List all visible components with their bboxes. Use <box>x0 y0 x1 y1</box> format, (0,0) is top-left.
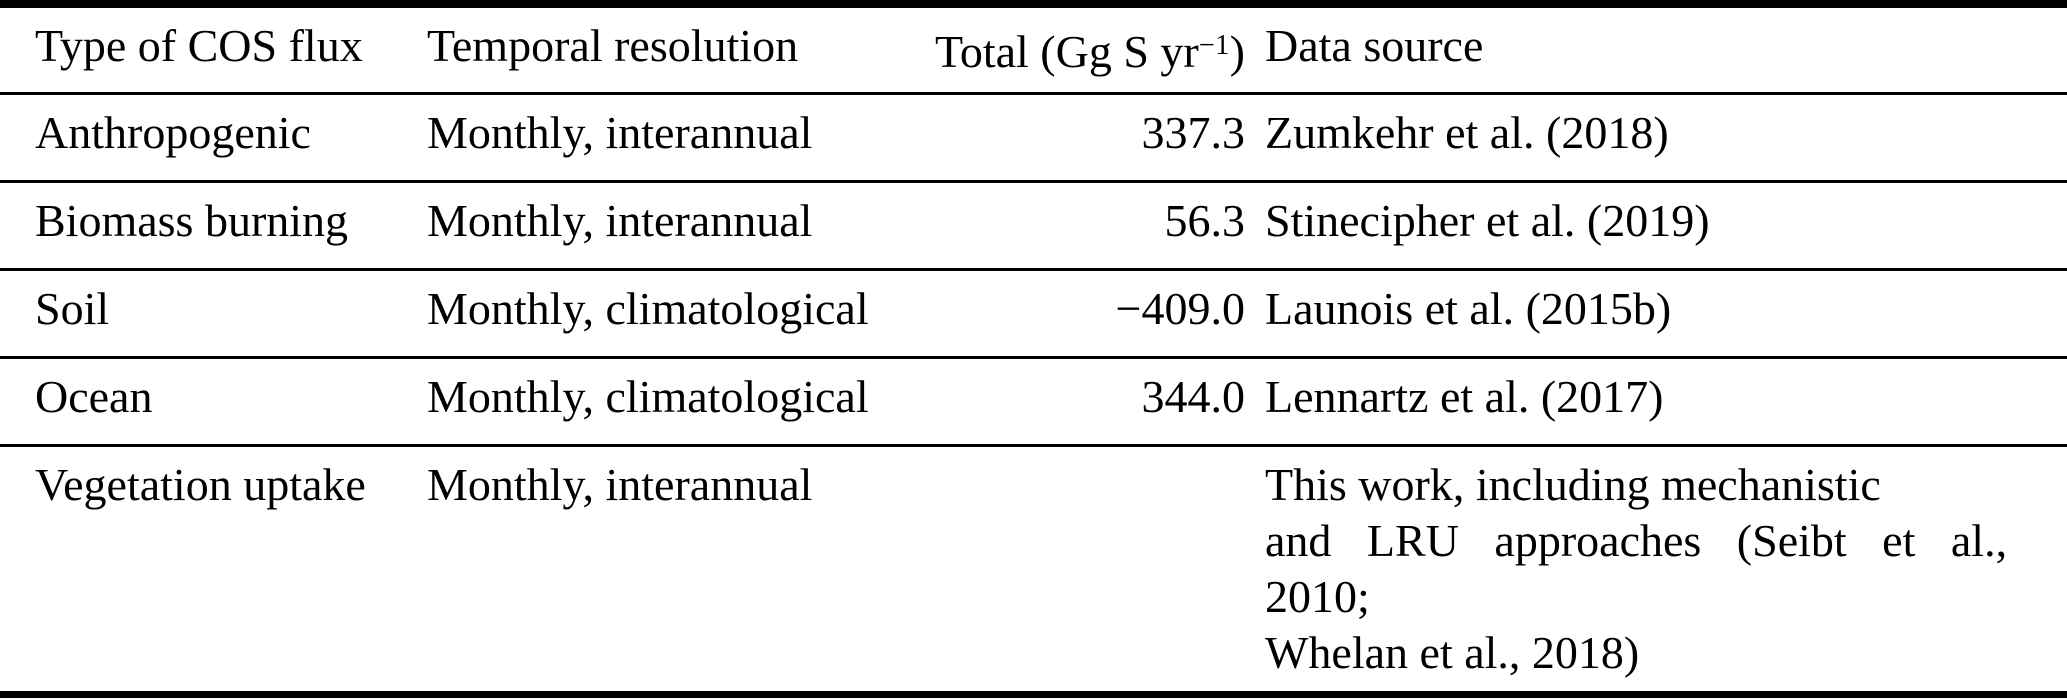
data-source-line: Whelan et al., 2018) <box>1265 627 1640 678</box>
temporal-resolution-cell: Monthly, interannual <box>427 107 813 158</box>
flux-type-cell: Biomass burning <box>35 195 349 246</box>
total-value-cell: 337.3 <box>1141 107 1246 158</box>
header-row: Type of COS flux Temporal resolution Tot… <box>0 4 2067 94</box>
flux-type-cell: Vegetation uptake <box>35 459 366 510</box>
column-header-data-source: Data source <box>1265 20 1484 71</box>
table-row-soil: Soil Monthly, climatological −409.0 Laun… <box>0 270 2067 358</box>
total-value-cell: 56.3 <box>1164 195 1246 246</box>
temporal-resolution-cell: Monthly, climatological <box>427 283 869 334</box>
column-header-flux-type: Type of COS flux <box>35 20 363 71</box>
data-source-line: and LRU approaches (Seibt et al., <box>1265 515 2008 566</box>
flux-type-cell: Ocean <box>35 371 153 422</box>
temporal-resolution-cell: Monthly, climatological <box>427 371 869 422</box>
total-value-cell: 344.0 <box>1141 371 1246 422</box>
temporal-resolution-cell: Monthly, interannual <box>427 459 813 510</box>
data-source-line: 2010; <box>1265 571 1370 622</box>
data-source-cell: This work, including mechanistic and LRU… <box>1245 446 2067 695</box>
table-row-ocean: Ocean Monthly, climatological 344.0 Lenn… <box>0 358 2067 446</box>
total-value-cell <box>860 446 1245 695</box>
table-row-biomass-burning: Biomass burning Monthly, interannual 56.… <box>0 182 2067 270</box>
column-header-total: Total (Gg S yr−1) <box>860 4 1245 94</box>
total-unit-exponent: −1 <box>1198 30 1230 61</box>
data-source-cell: Zumkehr et al. (2018) <box>1265 107 1669 158</box>
data-source-cell: Launois et al. (2015b) <box>1265 283 1672 334</box>
flux-type-cell: Anthropogenic <box>35 107 311 158</box>
total-value-cell: −409.0 <box>1115 283 1245 334</box>
table-row-anthropogenic: Anthropogenic Monthly, interannual 337.3… <box>0 94 2067 182</box>
table-row-vegetation-uptake: Vegetation uptake Monthly, interannual T… <box>0 446 2067 695</box>
total-unit-suffix: ) <box>1229 25 1245 77</box>
column-header-temporal-resolution: Temporal resolution <box>427 20 799 71</box>
total-unit-prefix: Total (Gg S yr <box>934 25 1199 77</box>
data-source-cell: Stinecipher et al. (2019) <box>1265 195 1710 246</box>
data-source-cell: Lennartz et al. (2017) <box>1265 371 1664 422</box>
temporal-resolution-cell: Monthly, interannual <box>427 195 813 246</box>
data-source-line: This work, including mechanistic <box>1265 459 1881 510</box>
flux-type-cell: Soil <box>35 283 110 334</box>
